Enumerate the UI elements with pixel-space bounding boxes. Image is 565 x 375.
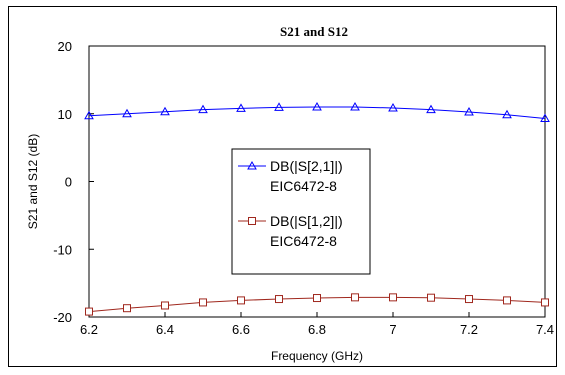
series-2 (85, 293, 549, 316)
legend-box (231, 148, 371, 275)
data-point (388, 102, 398, 112)
y-tick-label: 0 (65, 175, 72, 190)
data-point (274, 102, 284, 111)
data-point (199, 298, 207, 307)
chart-title: S21 and S12 (280, 24, 348, 39)
legend-label: DB(|S[2,1]|) (270, 158, 343, 174)
legend: DB(|S[2,1]|) EIC6472-8 DB(|S[1,2]|) EIC6472… (231, 148, 371, 275)
data-point (236, 103, 246, 112)
data-point (313, 294, 321, 303)
data-point (350, 101, 360, 111)
ticks: 6.2 6.4 6.6 6.8 7 7.2 7.4 20 10 0 -10 -20 (53, 39, 554, 337)
legend-marker (247, 160, 257, 170)
legend-item: DB(|S[1,2]|) EIC6472-8 (238, 213, 343, 249)
x-axis-label: Frequency (GHz) (271, 349, 363, 363)
x-tick-label: 7.4 (536, 322, 554, 337)
series-group (84, 101, 550, 316)
y-tick-label: -20 (53, 310, 72, 325)
y-tick-label: -10 (53, 242, 72, 257)
data-point (540, 113, 550, 122)
data-point (351, 293, 359, 302)
x-tick-label: 7.2 (460, 322, 478, 337)
x-tick-label: 6.8 (308, 322, 326, 337)
data-point (275, 295, 283, 304)
data-point (464, 107, 474, 116)
data-point (85, 307, 93, 316)
data-point (312, 101, 322, 111)
data-point (502, 109, 512, 119)
y-tick-label: 10 (58, 107, 72, 122)
x-tick-label: 7 (389, 322, 396, 337)
legend-marker (248, 217, 256, 225)
y-tick-label: 20 (58, 39, 72, 54)
x-tick-label: 6.4 (156, 322, 174, 337)
data-point (541, 298, 549, 307)
x-tick-label: 6.6 (232, 322, 250, 337)
data-point (237, 296, 245, 305)
y-axis-label: S21 and S12 (dB) (26, 134, 40, 229)
data-point (465, 295, 473, 304)
legend-sublabel: EIC6472-8 (270, 233, 337, 249)
data-point (123, 304, 131, 313)
data-point (198, 104, 208, 114)
data-point (122, 108, 132, 118)
legend-item: DB(|S[2,1]|) EIC6472-8 (238, 158, 343, 194)
data-point (427, 293, 435, 302)
data-point (160, 106, 170, 116)
data-point (161, 301, 169, 310)
legend-label: DB(|S[1,2]|) (270, 213, 343, 229)
legend-sublabel: EIC6472-8 (270, 178, 337, 194)
series-line (88, 106, 546, 119)
data-point (84, 110, 94, 120)
data-point (503, 296, 511, 305)
x-tick-label: 6.2 (80, 322, 98, 337)
series-1 (84, 101, 550, 122)
data-point (426, 104, 436, 114)
data-point (389, 293, 397, 302)
